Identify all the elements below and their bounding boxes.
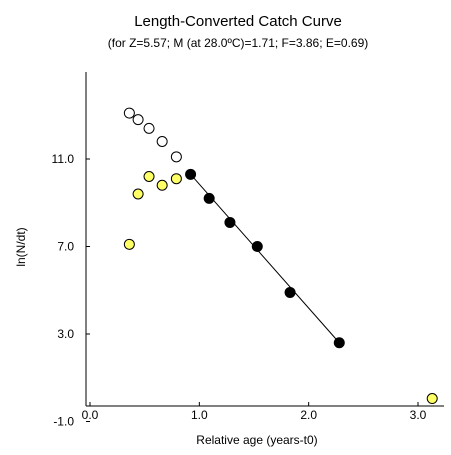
x-axis-label: Relative age (years-t0)	[196, 433, 317, 447]
regression-line-group	[190, 173, 340, 344]
open-point-0-0	[123, 107, 135, 119]
yellow-point-3-0	[426, 393, 438, 405]
chart-subtitle: (for Z=5.57; M (at 28.0ºC)=1.71; F=3.86;…	[108, 36, 369, 50]
regression-line	[190, 173, 340, 344]
x-tick-label-1: 1.0	[191, 408, 208, 422]
y-tick-label-3: 11.0	[52, 152, 75, 166]
y-tick-label-0: -1.0	[53, 415, 74, 429]
regression-point-2-2	[224, 216, 236, 228]
regression-point-2-5	[333, 337, 345, 349]
x-tick-label-0: 0.0	[82, 408, 99, 422]
yellow-point-1-2	[143, 171, 155, 182]
yellow-point-1-0	[123, 238, 135, 250]
yellow-point-1-3	[156, 179, 168, 191]
yellow-point-1-4	[170, 173, 182, 185]
axis-ticks: 0.0 1.0 2.0 3.0 -1.0 3.0 7.0 11.0	[52, 152, 427, 429]
regression-point-2-4	[284, 286, 296, 298]
regression-point-2-1	[203, 192, 215, 204]
data-points	[123, 107, 438, 405]
regression-point-2-0	[185, 168, 197, 180]
x-tick-label-3: 3.0	[410, 408, 427, 422]
y-tick-label-2: 7.0	[57, 240, 74, 254]
y-tick-label-1: 3.0	[57, 327, 74, 341]
open-point-0-3	[156, 136, 168, 147]
y-axis-label: ln(N/dt)	[14, 227, 28, 266]
regression-point-2-3	[251, 241, 263, 252]
chart-title: Length-Converted Catch Curve	[134, 13, 342, 30]
open-point-0-1	[132, 114, 144, 126]
yellow-point-1-1	[132, 188, 144, 200]
x-tick-label-2: 2.0	[300, 408, 317, 422]
open-point-0-2	[143, 122, 155, 134]
open-point-0-4	[170, 151, 182, 163]
